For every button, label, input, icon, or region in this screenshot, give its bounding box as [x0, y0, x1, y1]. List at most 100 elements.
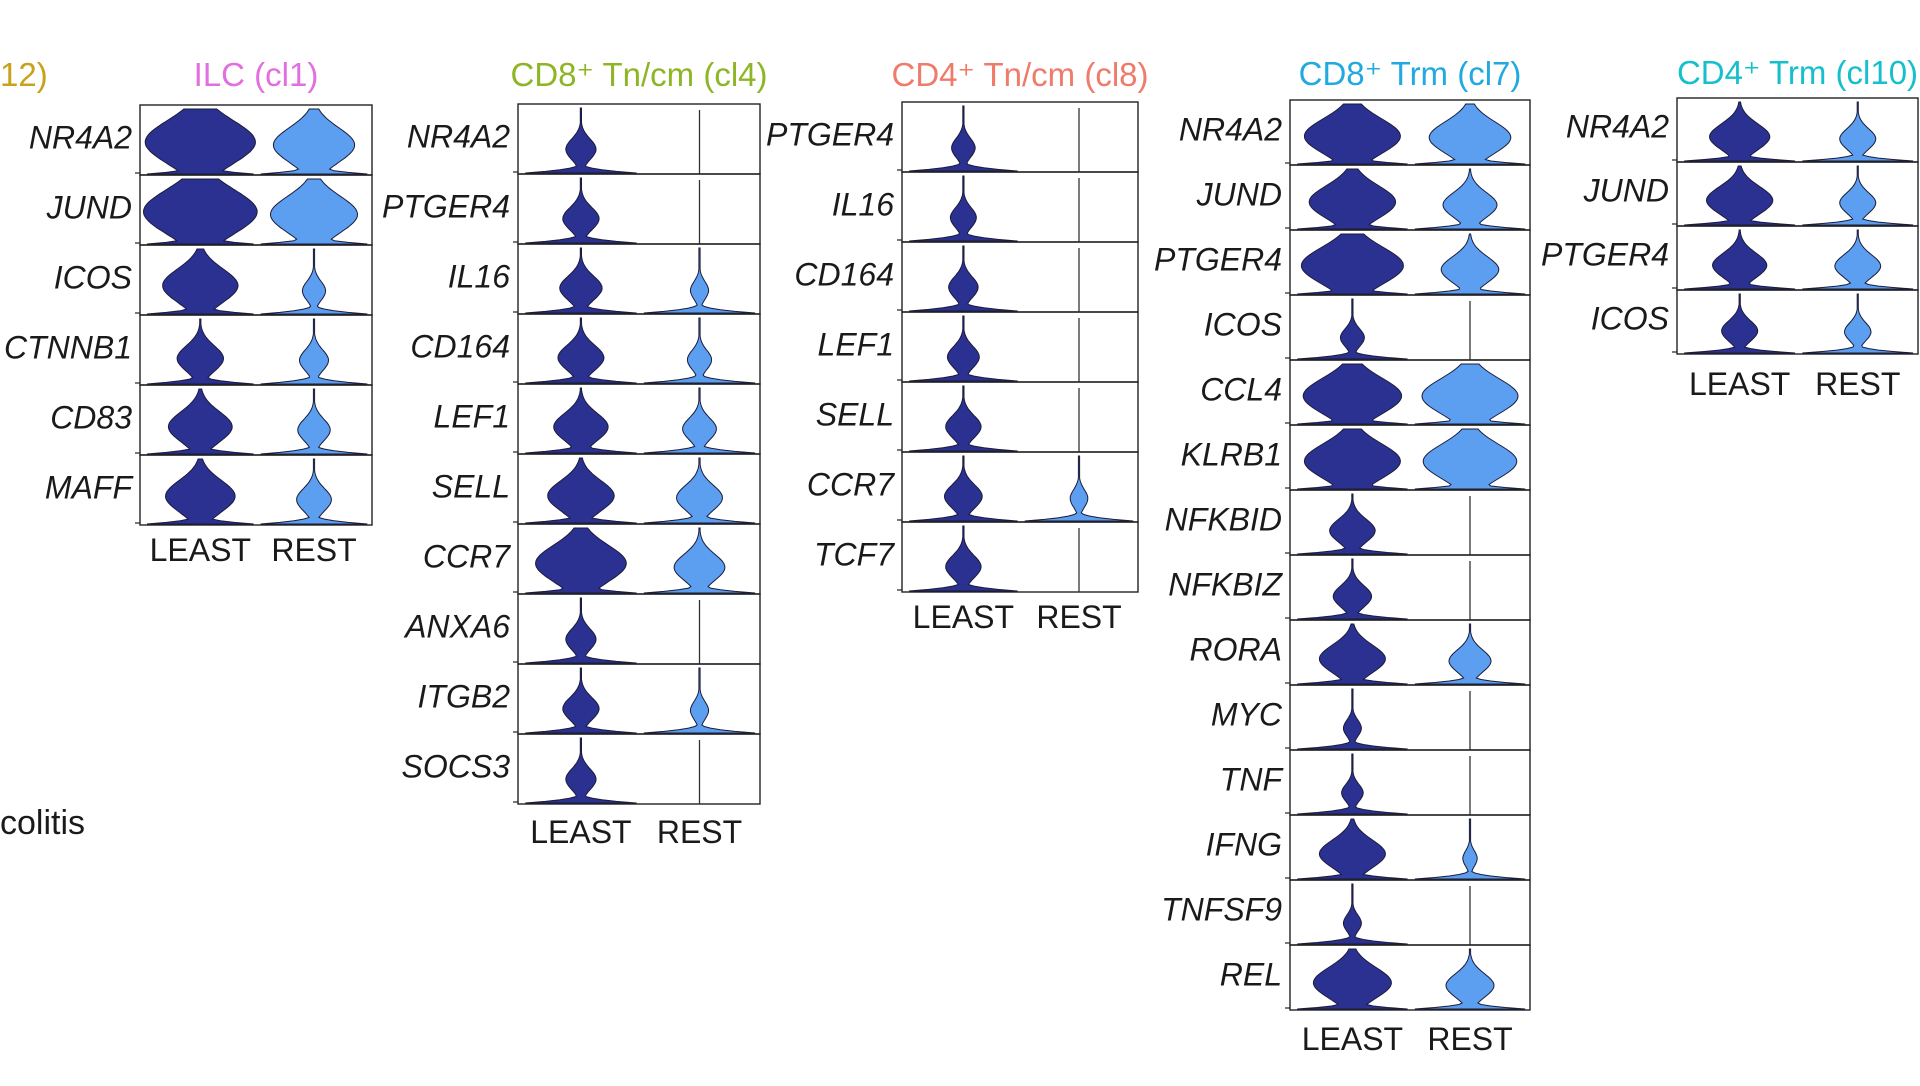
previous-panel-title-fragment: 12) — [0, 56, 48, 93]
violin-row-nr4a2: NR4A2 — [1179, 99, 1531, 166]
violin-row-nfkbid: NFKBID — [1165, 489, 1531, 556]
violin-rest-ccl4 — [1414, 363, 1526, 425]
gene-label: PTGER4 — [382, 188, 510, 224]
violin-rest-icos — [1802, 293, 1914, 354]
row-frame — [517, 103, 761, 175]
violin-row-maff: MAFF — [45, 454, 373, 526]
gene-label: ANXA6 — [403, 608, 510, 644]
violin-least-il16 — [909, 175, 1018, 242]
violin-row-icos: ICOS — [54, 244, 373, 316]
row-frame — [901, 381, 1139, 453]
gene-label: CD83 — [50, 399, 132, 435]
violin-least-jund — [1297, 168, 1408, 230]
violin-least-cd164 — [525, 317, 637, 384]
row-frame — [901, 311, 1139, 383]
violin-rest-lef1 — [643, 387, 756, 454]
violin-least-cd164 — [909, 245, 1018, 312]
gene-label: JUND — [1583, 173, 1669, 209]
violin-rest-jund — [1414, 168, 1526, 230]
violin-row-cd164: CD164 — [410, 313, 761, 385]
violin-least-il16 — [525, 247, 637, 314]
violin-row-jund: JUND — [46, 174, 373, 246]
violin-row-tcf7: TCF7 — [814, 521, 1139, 593]
violin-least-lef1 — [909, 315, 1018, 382]
violin-panels: ILC (cl1) NR4A2 JUND ICOS CTNNB1 CD83 MAFF LEAS… — [4, 54, 1919, 1057]
violin-row-jund: JUND — [1583, 161, 1919, 227]
row-frame — [139, 314, 373, 386]
violin-row-nr4a2: NR4A2 — [407, 103, 761, 175]
row-frame — [517, 313, 761, 385]
gene-label: NFKBID — [1165, 501, 1282, 537]
violin-rest-ccr7 — [643, 527, 756, 594]
violin-rest-ptger4 — [1414, 233, 1526, 295]
gene-label: SELL — [816, 396, 894, 432]
row-frame — [1676, 289, 1919, 355]
violin-least-ifng — [1297, 818, 1408, 880]
x-label-least: LEAST — [530, 814, 631, 850]
violin-least-icos — [1684, 293, 1796, 354]
violin-row-lef1: LEF1 — [434, 383, 761, 455]
panel-title: CD8⁺ Tn/cm (cl4) — [510, 56, 767, 93]
violin-least-klrb1 — [1297, 428, 1408, 490]
gene-label: NR4A2 — [407, 118, 510, 154]
gene-label: RORA — [1190, 631, 1282, 667]
violin-row-nr4a2: NR4A2 — [1566, 97, 1919, 163]
row-frame — [1289, 554, 1531, 621]
row-frame — [517, 733, 761, 805]
row-frame — [1289, 489, 1531, 556]
violin-rest-rel — [1414, 948, 1526, 1010]
violin-least-jund — [1684, 165, 1796, 226]
violin-row-myc: MYC — [1211, 684, 1531, 751]
row-frame — [1289, 749, 1531, 816]
violin-least-lef1 — [525, 387, 637, 454]
violin-rest-sell — [643, 457, 756, 524]
gene-label: LEF1 — [818, 326, 894, 362]
gene-label: ICOS — [54, 259, 132, 295]
gene-label: PTGER4 — [1154, 241, 1282, 277]
row-frame — [901, 241, 1139, 313]
x-label-least: LEAST — [913, 599, 1014, 635]
violin-row-sell: SELL — [816, 381, 1139, 453]
panel-title: CD4⁺ Tn/cm (cl8) — [891, 56, 1148, 93]
row-frame — [1289, 684, 1531, 751]
violin-least-cd83 — [146, 388, 254, 455]
violin-least-tnfsf9 — [1297, 883, 1408, 945]
violin-row-ifng: IFNG — [1206, 814, 1531, 881]
violin-row-klrb1: KLRB1 — [1181, 424, 1531, 491]
gene-label: NFKBIZ — [1168, 566, 1283, 602]
violin-least-myc — [1297, 688, 1408, 750]
row-frame — [1289, 944, 1531, 1011]
violin-rest-maff — [260, 458, 368, 525]
gene-label: NR4A2 — [1566, 109, 1669, 145]
violin-rest-itgb2 — [643, 667, 756, 734]
gene-label: CD164 — [794, 256, 894, 292]
violin-row-jund: JUND — [1196, 164, 1531, 231]
violin-row-ctnnb1: CTNNB1 — [4, 314, 373, 386]
violin-rest-nr4a2 — [1802, 101, 1914, 162]
violin-least-nr4a2 — [144, 108, 256, 175]
violin-row-anxa6: ANXA6 — [403, 593, 761, 665]
violin-rest-klrb1 — [1414, 428, 1526, 490]
gene-label: ICOS — [1204, 306, 1282, 342]
violin-row-sell: SELL — [432, 453, 761, 525]
gene-label: CCL4 — [1200, 371, 1282, 407]
violin-row-nr4a2: NR4A2 — [29, 104, 373, 176]
panel-title: CD8⁺ Trm (cl7) — [1299, 55, 1522, 92]
x-label-rest: REST — [1427, 1021, 1512, 1057]
row-frame — [139, 454, 373, 526]
x-label-rest: REST — [1815, 366, 1900, 402]
gene-label: JUND — [46, 189, 132, 225]
gene-label: ICOS — [1591, 301, 1669, 337]
gene-label: MAFF — [45, 469, 135, 505]
violin-rest-nr4a2 — [260, 108, 368, 175]
x-label-least: LEAST — [150, 532, 251, 568]
gene-label: IFNG — [1206, 826, 1282, 862]
violin-row-itgb2: ITGB2 — [418, 663, 761, 735]
violin-least-ptger4 — [1684, 229, 1796, 290]
row-frame — [517, 173, 761, 245]
violin-row-nfkbiz: NFKBIZ — [1168, 554, 1531, 621]
violin-row-rel: REL — [1220, 944, 1531, 1011]
violin-rest-ifng — [1414, 818, 1526, 880]
gene-label: JUND — [1196, 176, 1282, 212]
